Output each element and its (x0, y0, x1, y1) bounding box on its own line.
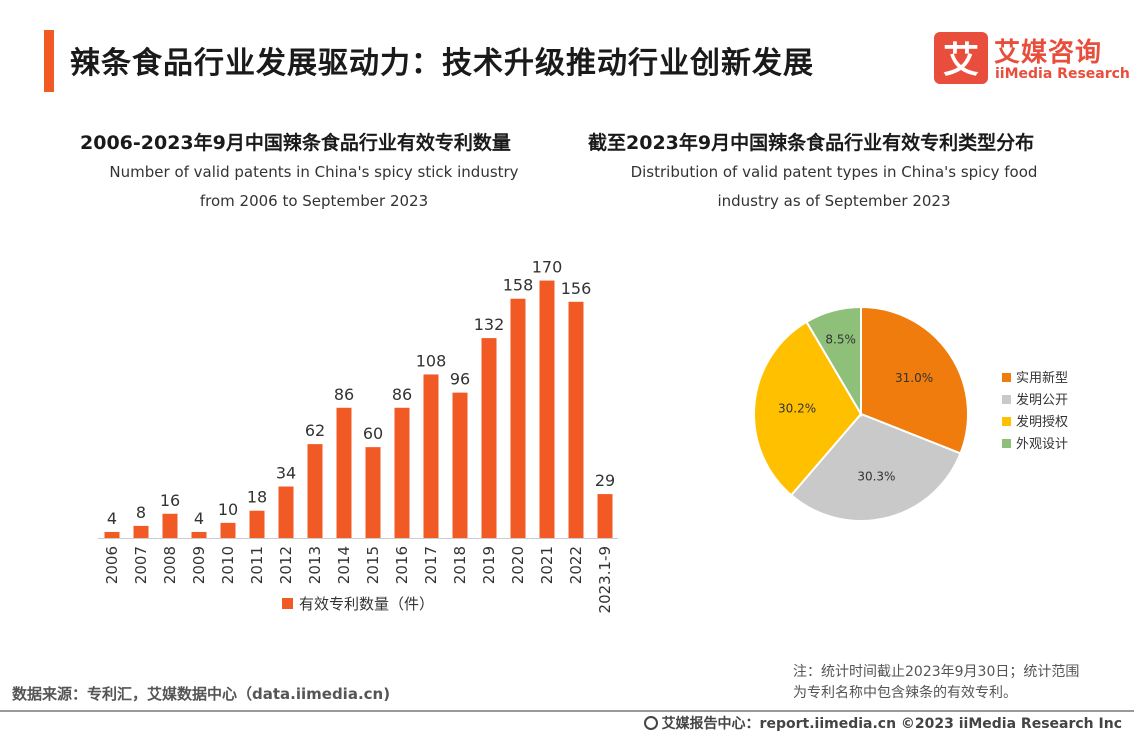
bar-2006 (104, 531, 120, 538)
x-tick-2010: 2010 (219, 546, 237, 584)
x-tick-2015: 2015 (364, 546, 382, 584)
data-label-2023.1-9: 29 (595, 471, 615, 490)
data-label-2016: 86 (392, 385, 412, 404)
pie-chart-subtitle-line2: industry as of September 2023 (717, 192, 951, 210)
bar-2009 (191, 531, 207, 538)
pie-slice-3 (753, 320, 863, 497)
bar-2016 (394, 407, 410, 538)
data-label-2014: 86 (334, 385, 354, 404)
x-tick-2006: 2006 (103, 546, 121, 584)
note: 注：统计时间截止2023年9月30日；统计范围为专利名称中包含辣条的有效专利。 (793, 664, 1080, 701)
data-label-2012: 34 (276, 464, 296, 483)
bar-2011 (249, 510, 265, 538)
data-label-2011: 18 (247, 488, 267, 507)
pie-slice-1 (860, 305, 969, 455)
pie-label-2: 30.3% (857, 469, 895, 483)
bar-2012 (278, 486, 294, 538)
legend-label: 有效专利数量（件） (299, 595, 434, 613)
bar-2019 (481, 338, 497, 538)
x-tick-2008: 2008 (161, 546, 179, 584)
bar-chart-subtitle-line2: from 2006 to September 2023 (199, 192, 429, 210)
logo: 艾 艾媒咨询 iiMedia Research (934, 32, 1130, 88)
x-tick-2009: 2009 (190, 546, 208, 584)
bar-2018 (452, 392, 468, 538)
logo-mark-icon: 艾 (934, 32, 988, 84)
pie-chart-title: 截至2023年9月中国辣条食品行业有效专利类型分布 (588, 132, 1035, 154)
bar-chart-title: 2006-2023年9月中国辣条食品行业有效专利数量 (80, 132, 511, 154)
pie-chart-subtitle-line1: Distribution of valid patent types in Ch… (630, 163, 1038, 181)
pie-legend-label-3: 发明授权 (1016, 414, 1068, 430)
data-label-2021: 170 (532, 258, 563, 277)
x-tick-2018: 2018 (451, 546, 469, 584)
bar-2008 (162, 513, 178, 538)
data-label-2007: 8 (136, 503, 146, 522)
x-tick-2012: 2012 (277, 546, 295, 584)
x-tick-2023.1-9: 2023.1-9 (596, 546, 614, 613)
pie-legend-swatch-1 (1002, 373, 1011, 382)
bar-2023.1-9 (597, 494, 613, 538)
x-tick-2020: 2020 (509, 546, 527, 584)
logo-mark-text: 艾 (943, 40, 979, 81)
bar-chart-subtitle-line1: Number of valid patents in China's spicy… (109, 163, 519, 181)
bar-chart: 4 2006 8 2007 16 2008 4 2009 10 2010 18 2011 34 2012 6… (98, 258, 618, 613)
data-label-2022: 156 (561, 279, 592, 298)
globe-icon (643, 716, 658, 730)
footer-text: 艾媒报告中心：report.iimedia.cn ©2023 iiMedia R… (661, 716, 1122, 732)
x-tick-2019: 2019 (480, 546, 498, 584)
bar-2007 (133, 525, 149, 538)
bar-2017 (423, 374, 439, 538)
bar-2020 (510, 298, 526, 538)
bar-2010 (220, 522, 236, 538)
bar-2014 (336, 407, 352, 538)
x-tick-2011: 2011 (248, 546, 266, 584)
x-tick-2022: 2022 (567, 546, 585, 584)
footer-divider (0, 710, 1134, 712)
x-tick-2013: 2013 (306, 546, 324, 584)
data-label-2008: 16 (160, 491, 180, 510)
pie-slice-4 (805, 305, 862, 418)
data-label-2019: 132 (474, 315, 505, 334)
title-accent-bar (44, 30, 54, 92)
data-label-2013: 62 (305, 421, 325, 440)
data-label-2015: 60 (363, 424, 383, 443)
bar-2021 (539, 280, 555, 538)
page-title: 辣条食品行业发展驱动力：技术升级推动行业创新发展 (70, 46, 814, 81)
pie-label-4: 8.5% (825, 333, 856, 347)
pie-legend-swatch-2 (1002, 395, 1011, 404)
bar-2015 (365, 447, 381, 538)
data-label-2017: 108 (416, 351, 447, 370)
data-label-2010: 10 (218, 500, 238, 519)
x-tick-2007: 2007 (132, 546, 150, 584)
x-tick-2014: 2014 (335, 546, 353, 584)
legend-swatch (282, 598, 293, 609)
source: 数据来源：专利汇，艾媒数据中心（data.iimedia.cn) (12, 685, 391, 703)
pie-legend-label-1: 实用新型 (1016, 370, 1068, 386)
data-label-2018: 96 (450, 370, 470, 389)
logo-cn: 艾媒咨询 (994, 38, 1103, 68)
data-label-2009: 4 (194, 509, 204, 528)
x-tick-2017: 2017 (422, 546, 440, 584)
pie-legend-label-4: 外观设计 (1016, 437, 1068, 452)
pie-legend-swatch-4 (1002, 439, 1011, 448)
pie-legend-label-2: 发明公开 (1016, 392, 1068, 408)
x-tick-2021: 2021 (538, 546, 556, 584)
data-label-2006: 4 (107, 509, 117, 528)
x-tick-2016: 2016 (393, 546, 411, 584)
logo-en: iiMedia Research (995, 66, 1130, 82)
pie-label-1: 31.0% (895, 371, 933, 385)
bar-2022 (568, 301, 584, 538)
data-label-2020: 158 (503, 276, 534, 295)
footer: 艾媒报告中心：report.iimedia.cn ©2023 iiMedia R… (643, 713, 1122, 733)
pie-legend-swatch-3 (1002, 417, 1011, 426)
pie-label-3: 30.2% (778, 401, 816, 415)
bar-2013 (307, 444, 323, 538)
bar-chart-subtitle: Number of valid patents in China's spicy… (84, 158, 544, 216)
pie-slice-2 (789, 412, 962, 522)
pie-chart-subtitle: Distribution of valid patent types in Ch… (604, 158, 1064, 216)
